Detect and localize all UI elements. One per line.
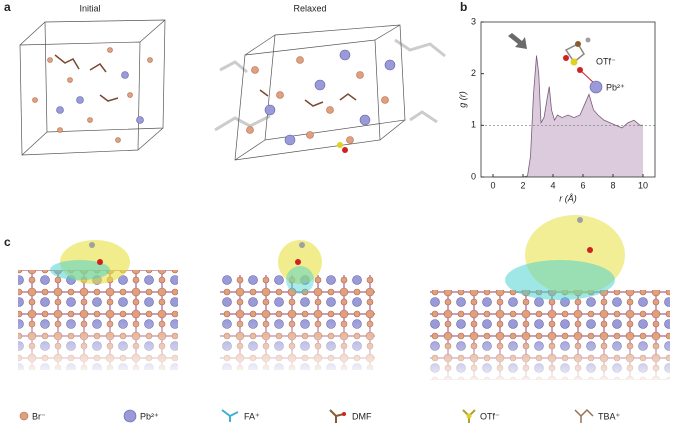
inset-molecule [563, 37, 603, 94]
y-axis-label: g (r) [457, 91, 467, 108]
slab-2 [220, 240, 375, 370]
legend-label: Br⁻ [32, 411, 46, 421]
panel-label: c [4, 235, 11, 249]
legend-label: DMF [352, 411, 372, 421]
panel-title: Relaxed [293, 3, 326, 13]
x-tick-label: 10 [638, 180, 648, 190]
legend-icons [19, 408, 594, 423]
slab-3 [430, 215, 670, 380]
slab-1 [18, 240, 178, 370]
plot-frame [480, 21, 656, 178]
rdf-line [493, 55, 643, 178]
y-tick-label: 2 [471, 68, 476, 78]
panel-label: b [460, 0, 467, 14]
legend-label: OTf⁻ [480, 411, 500, 421]
pointer-arrow [508, 33, 527, 49]
relaxed-box [214, 24, 446, 161]
panel-label: a [4, 0, 11, 14]
legend: Br⁻ Pb²⁺ FA⁺ DMF OTf⁻ TBA⁺ [32, 411, 621, 421]
x-tick-label: 4 [550, 180, 555, 190]
x-tick-label: 6 [580, 180, 585, 190]
legend-label: TBA⁺ [598, 411, 621, 421]
y-tick-label: 0 [471, 171, 476, 181]
x-axis-label: r (Å) [559, 193, 577, 203]
x-tick-label: 2 [520, 180, 525, 190]
y-tick-label: 3 [471, 16, 476, 26]
legend-label: FA⁺ [244, 411, 260, 421]
y-tick-label: 1 [471, 120, 476, 130]
x-tick-label: 0 [490, 180, 495, 190]
area-fill [493, 55, 643, 178]
panel-title: Initial [79, 3, 100, 13]
legend-label: Pb²⁺ [140, 411, 159, 421]
annotation: OTf⁻ [596, 56, 616, 66]
x-tick-label: 8 [610, 180, 615, 190]
initial-box [19, 19, 166, 156]
annotation: Pb²⁺ [606, 82, 625, 92]
rdf-chart: 0 2 4 6 8 10 0 1 2 3 r (Å) g (r) OTf⁻ Pb²⁺ [457, 16, 656, 203]
